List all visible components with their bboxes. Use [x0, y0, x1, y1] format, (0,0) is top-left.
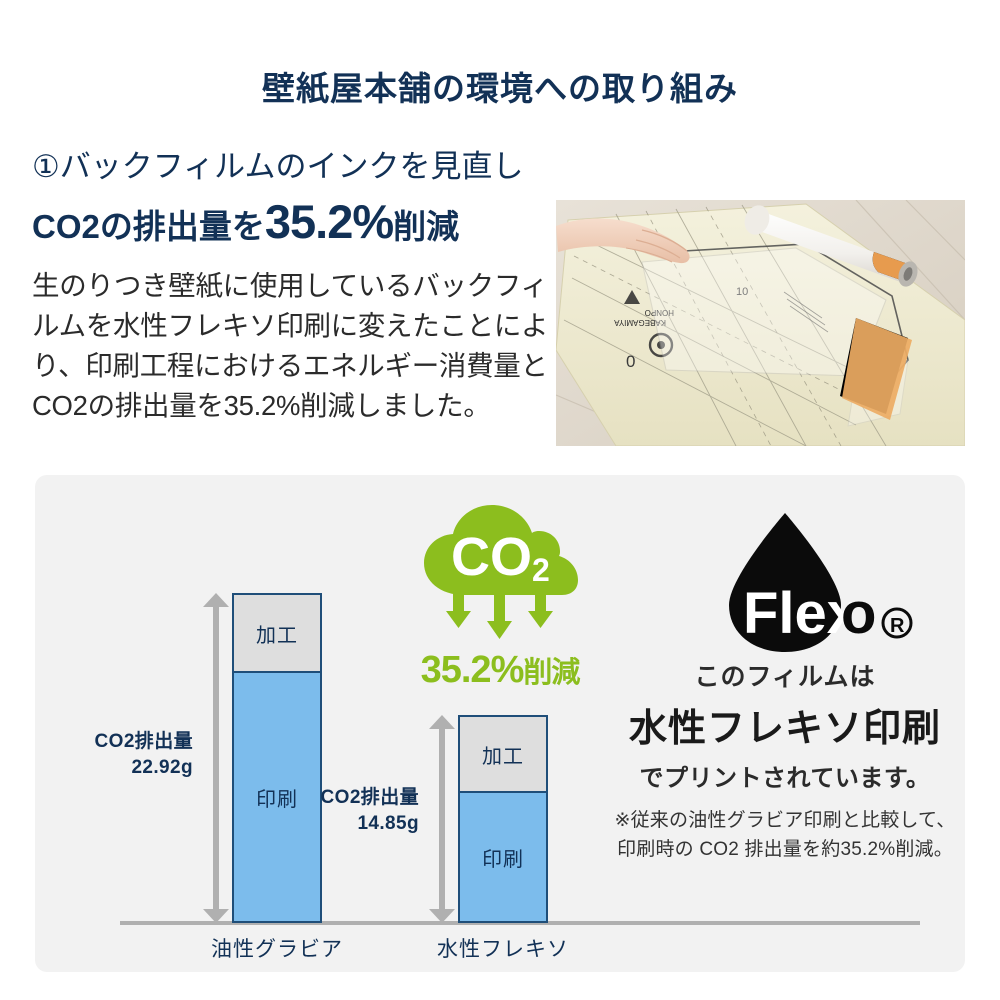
intro-body-text: 生のりつき壁紙に使用しているバックフィルムを水性フレキソ印刷に変えたことにより、… [32, 269, 549, 422]
svg-text:HONPO: HONPO [645, 308, 674, 317]
measure-label-flexo-value: 14.85g [357, 812, 419, 834]
segment-label-processing: 加工 [256, 624, 298, 647]
flexo-note-line-2: 印刷時の CO2 排出量を約35.2%削減。 [617, 838, 953, 860]
co2-reduction-value: 35.2% [420, 649, 525, 691]
measure-arrow-gravure [203, 593, 229, 923]
flexo-note: ※従来の油性グラビア印刷と比較して、 印刷時の CO2 排出量を約35.2%削減… [605, 807, 965, 864]
wallpaper-film-photo: KABEGAMIYA HONPO 0 10 [556, 200, 965, 446]
measure-label-gravure-value: 22.92g [131, 756, 193, 778]
svg-text:R: R [890, 615, 905, 637]
registered-mark-icon: R [881, 607, 913, 639]
measure-label-gravure-title: CO2排出量 [94, 731, 193, 752]
intro-heading-suffix: 削減 [393, 207, 460, 245]
flexo-wordmark-outer: o [841, 581, 876, 646]
category-label-flexo: 水性フレキソ [437, 938, 569, 961]
bar-gravure: 加工 印刷 [232, 593, 322, 923]
flexo-note-line-1: ※従来の油性グラビア印刷と比較して、 [614, 810, 956, 831]
measure-label-flexo: CO2排出量 14.85g [261, 785, 419, 836]
flexo-logo: Flex o R [605, 505, 965, 655]
segment-label-printing: 印刷 [256, 788, 298, 811]
co2-cloud-icon: CO 2 [424, 505, 578, 639]
svg-text:KABEGAMIYA: KABEGAMIYA [613, 318, 666, 327]
svg-text:10: 10 [736, 286, 748, 298]
page-title: 壁紙屋本舗の環境への取り組み [262, 70, 738, 107]
segment-label-processing: 加工 [482, 745, 524, 768]
measure-label-gravure: CO2排出量 22.92g [35, 729, 193, 780]
bar-gravure-segment-processing: 加工 [234, 595, 320, 673]
intro-heading-percentage: 35.2% [264, 194, 394, 248]
intro-heading-prefix: CO2の排出量を [32, 207, 265, 245]
co2-comparison-chart: CO2排出量 22.92g 加工 印刷 油性グラビア CO2排出量 14.85g [35, 475, 965, 972]
flexo-droplet-logo-icon: Flex o R [729, 513, 913, 652]
co2-reduction-text: 35.2%削減 [375, 649, 625, 692]
arrow-head-up-icon [429, 715, 455, 729]
co2-text: CO [451, 527, 532, 587]
category-label-gravure: 油性グラビア [211, 938, 343, 961]
svg-text:0: 0 [626, 352, 635, 371]
flexo-line-2: 水性フレキソ印刷 [628, 708, 941, 750]
arrow-head-down-icon [429, 909, 455, 923]
comparison-card: CO2排出量 22.92g 加工 印刷 油性グラビア CO2排出量 14.85g [35, 475, 965, 972]
arrow-head-up-icon [203, 593, 229, 607]
bar-gravure-segment-printing: 印刷 [234, 673, 320, 921]
flexo-line-1: このフィルムは [694, 663, 876, 691]
flexo-info-panel: Flex o R このフィルムは 水性フレキソ印刷 でプリントされています。 ※… [605, 505, 965, 864]
flexo-wordmark-inner: Flex [743, 581, 859, 646]
intro-section: ①バックフィルムのインクを見直し CO2の排出量を35.2%削減 生のりつき壁紙… [32, 148, 552, 426]
segment-label-printing: 印刷 [482, 848, 524, 871]
photo-illustration: KABEGAMIYA HONPO 0 10 [556, 200, 965, 446]
bar-flexo-segment-printing: 印刷 [460, 793, 546, 921]
measure-arrow-flexo [429, 715, 455, 923]
arrow-shaft [213, 604, 219, 912]
measure-label-flexo-title: CO2排出量 [320, 787, 419, 808]
chart-baseline [120, 921, 920, 925]
arrow-shaft [439, 726, 445, 912]
flexo-line-3: でプリントされています。 [639, 765, 931, 792]
intro-heading-line2: CO2の排出量を35.2%削減 [32, 191, 552, 252]
co2-reduction-badge: CO 2 35.2%削減 [375, 497, 625, 692]
arrow-head-down-icon [203, 909, 229, 923]
bar-flexo: 加工 印刷 [458, 715, 548, 923]
intro-heading-line1: ①バックフィルムのインクを見直し [32, 149, 524, 184]
co2-reduction-suffix: 削減 [523, 657, 580, 689]
bar-flexo-segment-processing: 加工 [460, 717, 546, 793]
co2-subscript: 2 [532, 552, 550, 588]
